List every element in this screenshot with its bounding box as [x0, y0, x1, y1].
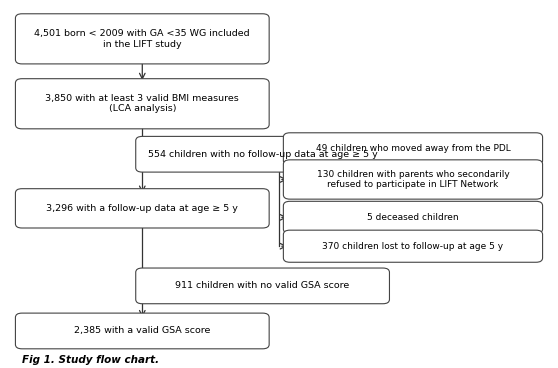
- Text: 911 children with no valid GSA score: 911 children with no valid GSA score: [175, 282, 350, 290]
- FancyBboxPatch shape: [283, 133, 542, 165]
- Text: 2,385 with a valid GSA score: 2,385 with a valid GSA score: [74, 326, 210, 336]
- Text: 49 children who moved away from the PDL: 49 children who moved away from the PDL: [316, 144, 511, 153]
- FancyBboxPatch shape: [16, 189, 269, 228]
- Text: 130 children with parents who secondarily
refused to participate in LIFT Network: 130 children with parents who secondaril…: [316, 170, 509, 189]
- Text: 3,850 with at least 3 valid BMI measures
(LCA analysis): 3,850 with at least 3 valid BMI measures…: [45, 94, 239, 113]
- FancyBboxPatch shape: [283, 201, 542, 233]
- FancyBboxPatch shape: [16, 313, 269, 349]
- FancyBboxPatch shape: [16, 79, 269, 129]
- Text: 554 children with no follow-up data at age ≥ 5 y: 554 children with no follow-up data at a…: [148, 150, 377, 159]
- FancyBboxPatch shape: [16, 14, 269, 64]
- Text: 370 children lost to follow-up at age 5 y: 370 children lost to follow-up at age 5 …: [323, 242, 503, 251]
- Text: 3,296 with a follow-up data at age ≥ 5 y: 3,296 with a follow-up data at age ≥ 5 y: [46, 204, 238, 213]
- FancyBboxPatch shape: [136, 268, 389, 304]
- FancyBboxPatch shape: [283, 160, 542, 199]
- FancyBboxPatch shape: [283, 230, 542, 262]
- Text: Fig 1. Study flow chart.: Fig 1. Study flow chart.: [22, 355, 159, 365]
- Text: 4,501 born < 2009 with GA <35 WG included
in the LIFT study: 4,501 born < 2009 with GA <35 WG include…: [35, 29, 250, 49]
- Text: 5 deceased children: 5 deceased children: [367, 213, 459, 222]
- FancyBboxPatch shape: [136, 137, 389, 172]
